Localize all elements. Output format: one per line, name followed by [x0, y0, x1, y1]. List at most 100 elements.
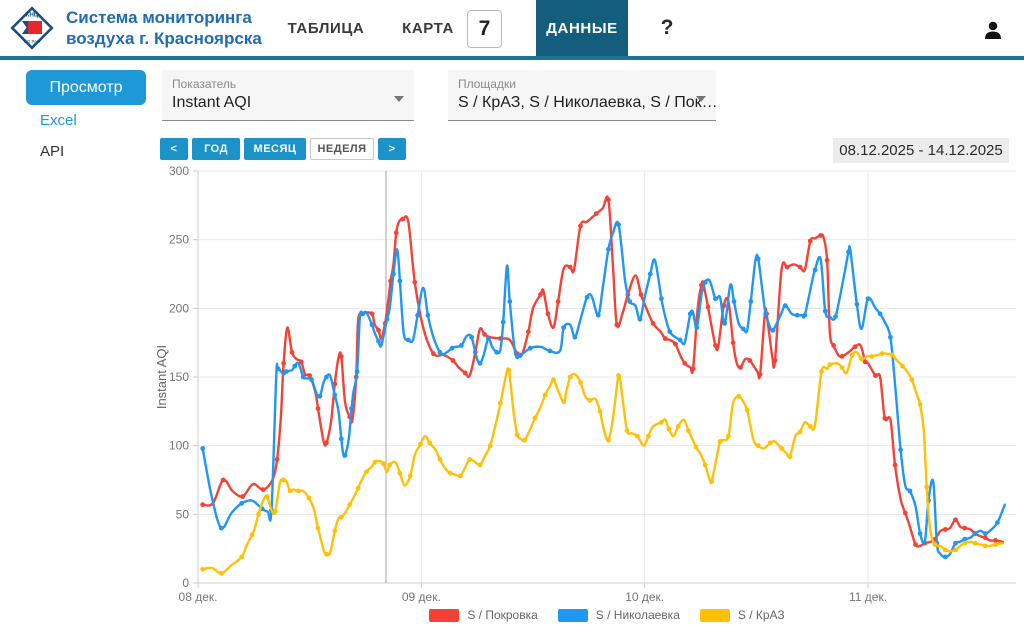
tab-data[interactable]: ДАННЫЕ: [536, 0, 628, 56]
data-point: [797, 264, 803, 270]
data-point: [296, 488, 301, 494]
data-point: [779, 446, 784, 451]
data-point: [807, 238, 813, 244]
data-point: [726, 433, 731, 439]
data-point: [722, 321, 728, 326]
sidebar-item-excel[interactable]: Excel: [40, 112, 77, 129]
data-point: [982, 543, 988, 549]
data-point: [882, 415, 888, 421]
legend-item[interactable]: S / Николаевка: [557, 608, 680, 622]
data-point: [953, 540, 958, 546]
ytick-label: 300: [169, 165, 189, 178]
tab-map[interactable]: КАРТА: [402, 19, 454, 37]
data-point: [662, 336, 668, 341]
data-point: [646, 433, 651, 439]
data-point: [431, 351, 436, 357]
sidebar-item-view[interactable]: Просмотр: [26, 70, 146, 105]
data-point: [281, 477, 286, 483]
range-month-button[interactable]: МЕСЯЦ: [244, 138, 306, 160]
data-point: [418, 441, 423, 447]
legend-swatch-icon: [429, 608, 460, 622]
data-point: [364, 469, 369, 475]
data-point: [415, 312, 420, 318]
indicator-select[interactable]: Показатель Instant AQI: [162, 70, 414, 121]
data-point: [839, 354, 845, 359]
data-point: [477, 462, 483, 468]
data-point: [787, 454, 793, 460]
data-point: [995, 520, 1000, 525]
data-point: [637, 316, 643, 322]
data-point: [702, 462, 708, 468]
data-point: [873, 373, 878, 378]
data-point: [889, 352, 895, 358]
xtick-label: 10 дек.: [625, 590, 664, 604]
data-point: [748, 299, 754, 304]
data-point: [349, 406, 354, 411]
data-point: [667, 329, 673, 335]
user-icon[interactable]: [982, 19, 1004, 41]
chart-legend: S / Покровка S / Николаевка S / КрАЗ: [198, 608, 1016, 622]
data-point: [284, 369, 289, 374]
xtick-label: 09 дек.: [402, 590, 441, 604]
data-point: [738, 365, 743, 370]
data-point: [593, 211, 599, 216]
data-point: [865, 296, 871, 302]
data-point: [407, 473, 413, 479]
help-button[interactable]: ?: [660, 16, 674, 39]
next-period-button[interactable]: >: [378, 138, 406, 160]
range-week-button[interactable]: НЕДЕЛЯ: [310, 138, 374, 160]
ytick-label: 0: [182, 576, 189, 590]
prev-period-button[interactable]: <: [160, 138, 188, 160]
data-point: [686, 428, 691, 433]
indicator-select-value: Instant AQI: [172, 94, 252, 111]
data-point: [387, 462, 393, 468]
data-point: [498, 400, 503, 406]
date-range-display[interactable]: 08.12.2025 - 14.12.2025: [833, 138, 1009, 163]
data-point: [812, 267, 818, 273]
chevron-down-icon: [696, 96, 706, 102]
sites-select[interactable]: Площадки S / КрАЗ, S / Николаевка, S / П…: [448, 70, 718, 121]
data-point: [400, 216, 406, 222]
data-point: [360, 311, 366, 317]
tab-table[interactable]: ТАБЛИЦА: [287, 19, 365, 37]
legend-item[interactable]: S / Покровка: [429, 608, 538, 622]
series-2-s-краз: [200, 350, 1005, 576]
sidebar-item-api[interactable]: API: [40, 143, 65, 160]
aqi-line-chart[interactable]: 0 50 100 150 200 250 300 08 дек. 09 дек. 10 дек. 1…: [0, 164, 1024, 635]
data-point: [507, 299, 513, 304]
data-point: [659, 296, 664, 302]
data-point: [616, 373, 621, 378]
data-point: [584, 294, 590, 300]
range-year-button[interactable]: ГОД: [192, 138, 240, 160]
data-point: [514, 432, 520, 438]
data-point: [437, 457, 443, 462]
data-point: [500, 319, 506, 325]
sites-select-label: Площадки: [458, 77, 516, 91]
data-point: [747, 358, 753, 363]
data-point: [567, 374, 573, 380]
data-point: [289, 349, 295, 355]
data-point: [384, 316, 390, 322]
series-line: [201, 195, 1005, 548]
data-point: [859, 356, 864, 362]
data-point: [713, 296, 718, 302]
data-point: [306, 495, 312, 501]
data-point: [578, 380, 583, 385]
data-point: [240, 494, 246, 499]
data-point: [736, 393, 742, 399]
legend-item[interactable]: S / КрАЗ: [699, 608, 785, 622]
data-point: [730, 340, 736, 346]
data-point: [482, 332, 487, 337]
data-point: [616, 222, 621, 227]
data-point: [595, 312, 601, 318]
data-point: [260, 487, 266, 492]
series-1-s-николаевка: [200, 220, 1006, 560]
data-point: [852, 344, 858, 350]
data-point: [824, 257, 830, 263]
data-point: [587, 397, 593, 403]
data-point: [647, 271, 653, 277]
data-point: [755, 256, 761, 262]
data-point: [819, 369, 824, 374]
krasnoyarsk-science-center-logo: КНЦ СО РАН: [8, 4, 56, 52]
